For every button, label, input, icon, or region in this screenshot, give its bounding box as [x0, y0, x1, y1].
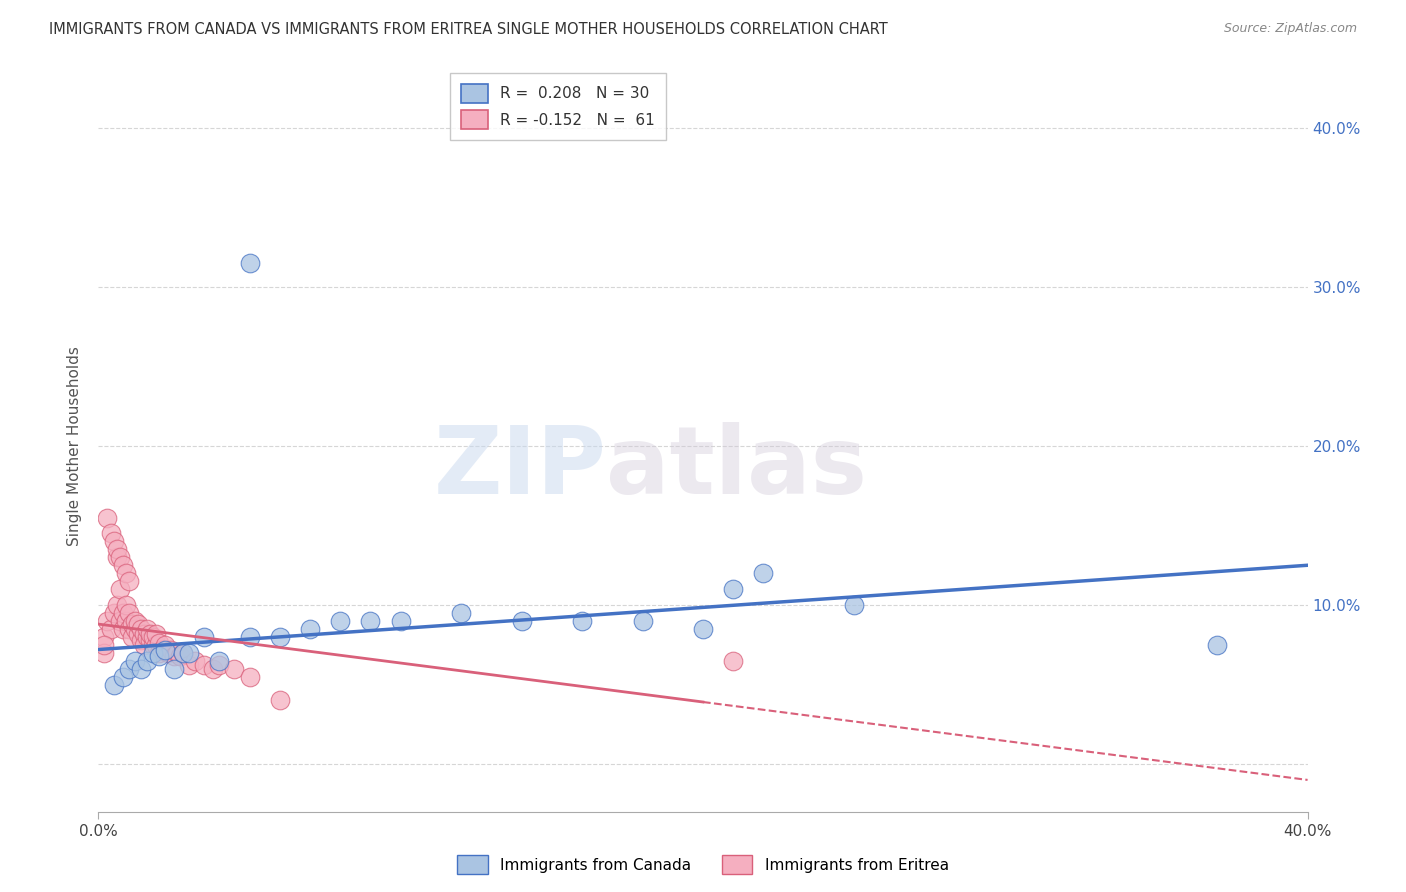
- Point: [224, 662, 246, 676]
- Point: [450, 606, 472, 620]
- Point: [148, 648, 170, 663]
- Point: [132, 626, 155, 640]
- Point: [239, 630, 262, 644]
- Point: [153, 638, 176, 652]
- Point: [269, 630, 291, 644]
- Point: [179, 646, 201, 660]
- Point: [135, 622, 157, 636]
- Point: [156, 646, 179, 660]
- Point: [111, 558, 134, 573]
- Point: [121, 617, 143, 632]
- Point: [193, 630, 215, 644]
- Point: [124, 614, 146, 628]
- Point: [142, 630, 165, 644]
- Point: [169, 648, 191, 663]
- Point: [1206, 638, 1229, 652]
- Point: [114, 566, 136, 581]
- Point: [105, 542, 128, 557]
- Point: [93, 638, 115, 652]
- Point: [166, 646, 188, 660]
- Point: [752, 566, 775, 581]
- Point: [163, 662, 186, 676]
- Point: [127, 617, 149, 632]
- Point: [127, 626, 149, 640]
- Point: [96, 614, 118, 628]
- Point: [118, 662, 141, 676]
- Text: atlas: atlas: [606, 422, 868, 514]
- Text: IMMIGRANTS FROM CANADA VS IMMIGRANTS FROM ERITREA SINGLE MOTHER HOUSEHOLDS CORRE: IMMIGRANTS FROM CANADA VS IMMIGRANTS FRO…: [49, 22, 889, 37]
- Point: [96, 510, 118, 524]
- Point: [129, 622, 152, 636]
- Point: [160, 642, 183, 657]
- Point: [108, 582, 131, 596]
- Point: [135, 654, 157, 668]
- Point: [179, 658, 201, 673]
- Point: [105, 550, 128, 565]
- Point: [172, 646, 194, 660]
- Point: [148, 646, 170, 660]
- Point: [100, 622, 122, 636]
- Point: [571, 614, 593, 628]
- Point: [631, 614, 654, 628]
- Point: [360, 614, 382, 628]
- Legend: Immigrants from Canada, Immigrants from Eritrea: Immigrants from Canada, Immigrants from …: [451, 849, 955, 880]
- Point: [108, 614, 131, 628]
- Point: [121, 630, 143, 644]
- Point: [202, 662, 225, 676]
- Point: [135, 630, 157, 644]
- Point: [153, 642, 176, 657]
- Point: [93, 630, 115, 644]
- Point: [510, 614, 533, 628]
- Point: [142, 638, 165, 652]
- Point: [150, 642, 173, 657]
- Y-axis label: Single Mother Households: Single Mother Households: [67, 346, 83, 546]
- Point: [111, 669, 134, 683]
- Point: [172, 646, 194, 660]
- Point: [193, 658, 215, 673]
- Point: [145, 638, 167, 652]
- Point: [239, 256, 262, 270]
- Point: [111, 606, 134, 620]
- Point: [111, 622, 134, 636]
- Point: [103, 534, 125, 549]
- Point: [142, 646, 165, 660]
- Point: [208, 658, 231, 673]
- Point: [329, 614, 352, 628]
- Point: [692, 622, 714, 636]
- Text: ZIP: ZIP: [433, 422, 606, 514]
- Point: [132, 638, 155, 652]
- Point: [208, 654, 231, 668]
- Point: [93, 646, 115, 660]
- Point: [239, 669, 262, 683]
- Legend: R =  0.208   N = 30, R = -0.152   N =  61: R = 0.208 N = 30, R = -0.152 N = 61: [450, 73, 666, 139]
- Point: [118, 574, 141, 589]
- Point: [114, 598, 136, 612]
- Point: [723, 654, 745, 668]
- Point: [108, 550, 131, 565]
- Point: [844, 598, 866, 612]
- Point: [389, 614, 412, 628]
- Point: [129, 632, 152, 647]
- Point: [148, 636, 170, 650]
- Point: [723, 582, 745, 596]
- Point: [105, 598, 128, 612]
- Point: [139, 626, 162, 640]
- Point: [184, 654, 207, 668]
- Point: [118, 622, 141, 636]
- Point: [163, 648, 186, 663]
- Point: [139, 632, 162, 647]
- Point: [124, 654, 146, 668]
- Point: [103, 606, 125, 620]
- Point: [124, 622, 146, 636]
- Point: [114, 614, 136, 628]
- Point: [145, 626, 167, 640]
- Text: Source: ZipAtlas.com: Source: ZipAtlas.com: [1223, 22, 1357, 36]
- Point: [269, 693, 291, 707]
- Point: [100, 526, 122, 541]
- Point: [103, 677, 125, 691]
- Point: [129, 662, 152, 676]
- Point: [299, 622, 322, 636]
- Point: [118, 606, 141, 620]
